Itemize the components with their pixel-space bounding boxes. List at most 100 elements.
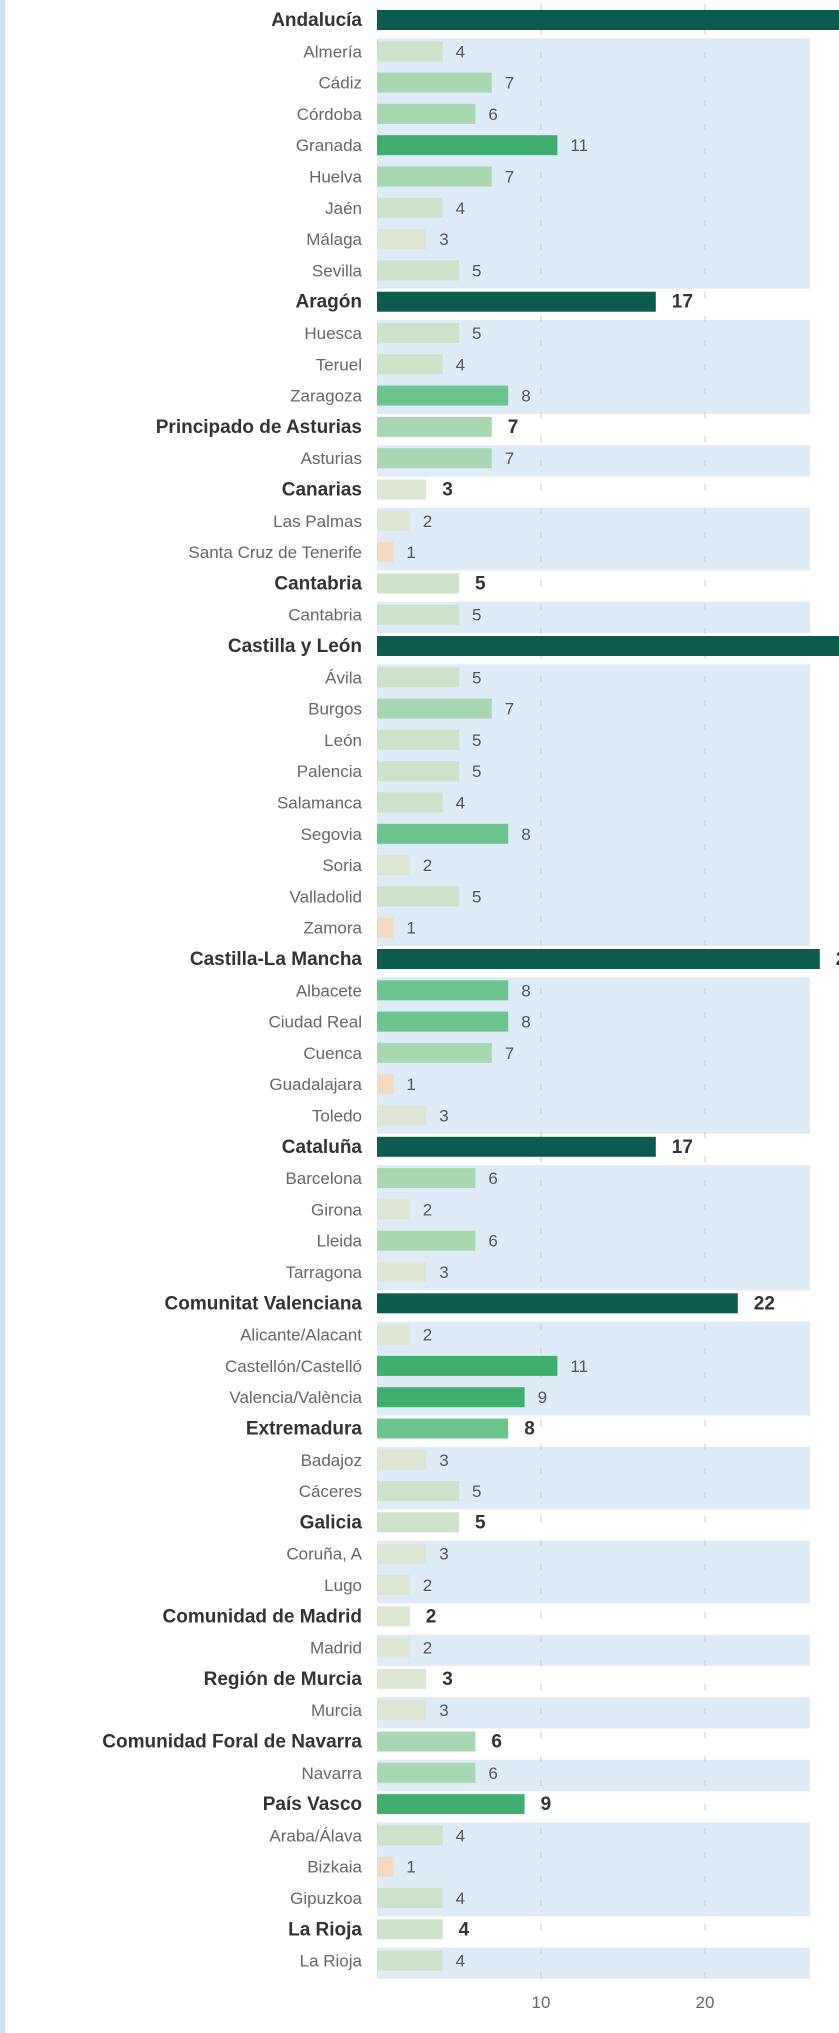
province-value-label: 5: [472, 668, 481, 687]
region-bar: [377, 291, 656, 312]
province-value-label: 5: [472, 731, 481, 750]
province-bar: [377, 1575, 410, 1595]
province-bar: [377, 1449, 427, 1470]
region-value-label: 6: [491, 1732, 502, 1753]
province-value-label: 5: [472, 261, 481, 280]
province-label: Sevilla: [312, 261, 363, 280]
region-label: Comunidad de Madrid: [163, 1606, 363, 1627]
province-label: Zaragoza: [290, 387, 362, 406]
province-bar: [377, 1168, 476, 1189]
province-label: Valencia/València: [229, 1388, 362, 1407]
region-bar: [377, 1731, 476, 1752]
region-value-label: 3: [442, 1669, 453, 1690]
province-label: Málaga: [306, 230, 362, 249]
province-value-label: 6: [488, 1232, 497, 1251]
province-label: Palencia: [297, 762, 363, 781]
province-label: Huesca: [304, 324, 362, 343]
province-bar: [377, 1355, 558, 1376]
province-bar: [377, 1543, 427, 1564]
region-bar: [377, 1606, 410, 1627]
province-bar: [377, 1105, 427, 1126]
province-value-label: 3: [439, 1107, 448, 1126]
province-value-label: 3: [439, 1451, 448, 1470]
province-value-label: 5: [472, 1482, 481, 1501]
province-bar: [377, 1481, 459, 1502]
region-label: Región de Murcia: [204, 1669, 363, 1690]
province-bar: [377, 729, 459, 750]
region-bar: [377, 416, 492, 437]
region-bar: [377, 1293, 738, 1314]
province-group-background: [377, 507, 810, 571]
province-label: Araba/Álava: [269, 1826, 362, 1845]
x-axis-ticks: 1020304050: [532, 1993, 715, 2012]
province-bar: [377, 72, 492, 93]
province-value-label: 6: [488, 1169, 497, 1188]
province-bar: [377, 1888, 443, 1908]
province-label: Jaén: [325, 199, 362, 218]
province-bar: [377, 354, 443, 375]
province-group-background: [377, 1697, 810, 1729]
province-value-label: 4: [456, 1826, 465, 1845]
province-value-label: 11: [570, 136, 588, 155]
province-label: Lugo: [324, 1576, 362, 1595]
province-bar: [377, 542, 394, 563]
province-bar: [377, 886, 459, 907]
province-label: Cantabria: [288, 606, 362, 625]
region-bar: [377, 479, 427, 500]
province-value-label: 3: [439, 1545, 448, 1564]
x-tick-label: 20: [696, 1993, 715, 2012]
province-value-label: 6: [488, 105, 497, 124]
region-value-label: 22: [754, 1293, 775, 1314]
region-bar: [377, 1512, 459, 1533]
region-value-label: 17: [672, 1137, 693, 1158]
province-value-label: 3: [439, 1263, 448, 1282]
region-bar: [377, 949, 820, 969]
province-label: Segovia: [301, 825, 363, 844]
province-bar: [377, 323, 459, 343]
province-value-label: 7: [505, 74, 514, 93]
province-value-label: 8: [521, 981, 530, 1000]
province-label: Gipuzkoa: [290, 1889, 362, 1908]
province-label: La Rioja: [300, 1952, 363, 1971]
province-value-label: 5: [472, 887, 481, 906]
province-value-label: 5: [472, 324, 481, 343]
province-label: Murcia: [311, 1701, 363, 1720]
province-label: Almería: [303, 42, 362, 61]
region-value-label: 9: [541, 1794, 552, 1815]
province-label: Valladolid: [290, 887, 362, 906]
province-value-label: 4: [456, 794, 465, 813]
province-value-label: 1: [406, 543, 415, 562]
left-frame-border: [0, 0, 5, 2033]
province-bar: [377, 1011, 509, 1032]
province-value-label: 1: [406, 1075, 415, 1094]
province-value-label: 4: [456, 355, 465, 374]
province-bar: [377, 41, 443, 62]
province-bar: [377, 604, 459, 625]
province-label: Soria: [322, 856, 362, 875]
bars: [377, 10, 839, 1971]
province-value-label: 2: [423, 1576, 432, 1595]
province-value-label: 11: [570, 1357, 588, 1376]
province-value-label: 1: [406, 1858, 415, 1877]
region-label: Castilla y León: [228, 636, 362, 657]
province-value-label: 2: [423, 1200, 432, 1219]
province-value-label: 3: [439, 1701, 448, 1720]
region-bar: [377, 1794, 525, 1815]
province-bar: [377, 1230, 476, 1251]
province-label: León: [324, 731, 362, 750]
region-label: Cataluña: [282, 1137, 363, 1158]
region-bar: [377, 1919, 443, 1940]
region-label: La Rioja: [288, 1919, 362, 1940]
province-label: Teruel: [316, 355, 362, 374]
province-bar: [377, 135, 558, 156]
region-value-label: 7: [508, 417, 519, 438]
province-bar: [377, 197, 443, 218]
region-label: Comunidad Foral de Navarra: [102, 1732, 362, 1753]
region-label: País Vasco: [263, 1794, 362, 1815]
province-bar: [377, 103, 476, 124]
province-bar: [377, 229, 427, 250]
province-group-background: [377, 1634, 810, 1666]
region-bar: [377, 1418, 509, 1439]
province-value-label: 3: [439, 230, 448, 249]
